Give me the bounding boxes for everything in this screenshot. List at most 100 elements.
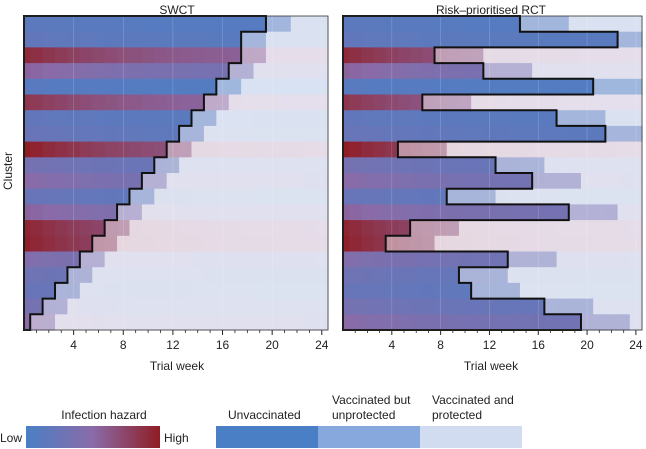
- heatmap-cell: [471, 173, 484, 190]
- heatmap-cell: [55, 47, 69, 64]
- heatmap-cell: [216, 110, 230, 127]
- heatmap-cell: [593, 267, 606, 284]
- heatmap-cell: [228, 31, 242, 48]
- heatmap-cell: [166, 235, 180, 253]
- heatmap-cell: [434, 78, 448, 96]
- heatmap-cell: [532, 188, 545, 205]
- heatmap-cell: [241, 125, 255, 143]
- heatmap-cell: [79, 314, 93, 331]
- heatmap-cell: [568, 94, 582, 111]
- heatmap-cell: [30, 125, 44, 143]
- heatmap-cell: [203, 173, 217, 190]
- heatmap-cell: [55, 251, 69, 268]
- x-tick-label: 20: [580, 338, 594, 352]
- heatmap-cell: [495, 314, 509, 331]
- heatmap-cell: [434, 220, 448, 237]
- heatmap-cell: [191, 173, 205, 190]
- heatmap-cell: [617, 267, 631, 284]
- heatmap-cell: [373, 204, 387, 221]
- heatmap-cell: [265, 251, 279, 268]
- heatmap-cell: [141, 31, 155, 48]
- heatmap-cell: [129, 235, 143, 253]
- heatmap-cell: [446, 157, 460, 174]
- heatmap-cell: [315, 110, 329, 127]
- heatmap-cell: [179, 235, 193, 253]
- heatmap-cell: [228, 298, 242, 315]
- heatmap-cell: [253, 188, 267, 205]
- heatmap-cell: [67, 141, 81, 158]
- heatmap-cell: [253, 47, 267, 64]
- heatmap-cell: [30, 47, 44, 64]
- heatmap-cell: [265, 235, 279, 253]
- heatmap-cell: [179, 94, 193, 111]
- heatmap-cell: [544, 16, 558, 33]
- heatmap-cell: [141, 157, 155, 174]
- heatmap-cell: [191, 157, 205, 174]
- heatmap-cell: [483, 63, 497, 80]
- heatmap-cell: [241, 78, 255, 96]
- heatmap-cell: [278, 220, 292, 237]
- heatmap-cell: [422, 125, 436, 143]
- heatmap-cell: [315, 125, 329, 143]
- heatmap-cell: [519, 267, 533, 284]
- heatmap-cell: [629, 16, 643, 33]
- heatmap-cell: [154, 188, 168, 205]
- heatmap-cell: [203, 78, 217, 96]
- heatmap-cell: [617, 282, 631, 300]
- heatmap-cell: [507, 94, 521, 111]
- heatmap-cell: [203, 204, 217, 221]
- heatmap-cell: [434, 251, 448, 268]
- heatmap-cell: [290, 204, 304, 221]
- heatmap-cell: [593, 251, 606, 268]
- heatmap-cell: [343, 94, 350, 111]
- heatmap-cell: [471, 220, 484, 237]
- heatmap-cell: [434, 267, 448, 284]
- heatmap-cell: [483, 220, 497, 237]
- heatmap-cell: [265, 298, 279, 315]
- heatmap-cell: [191, 110, 205, 127]
- heatmap-cell: [265, 157, 279, 174]
- heatmap-cell: [349, 63, 362, 80]
- heatmap-cell: [141, 251, 155, 268]
- heatmap-cell: [373, 282, 387, 300]
- heatmap-cell: [397, 220, 411, 237]
- heatmap-cell: [617, 204, 631, 221]
- heatmap-cell: [154, 63, 168, 80]
- heatmap-cell: [410, 16, 423, 33]
- heatmap-cell: [349, 110, 362, 127]
- heatmap-cell: [253, 157, 267, 174]
- heatmap-cell: [117, 235, 131, 253]
- heatmap-cell: [216, 173, 230, 190]
- heatmap-cell: [373, 220, 387, 237]
- heatmap-cell: [507, 141, 521, 158]
- heatmap-cell: [191, 94, 205, 111]
- heatmap-cell: [303, 267, 317, 284]
- heatmap-cell: [458, 282, 472, 300]
- heatmap-cell: [228, 204, 242, 221]
- heatmap-cell: [315, 204, 329, 221]
- heatmap-cell: [629, 314, 643, 331]
- heatmap-cell: [397, 204, 411, 221]
- heatmap-cell: [361, 47, 375, 64]
- heatmap-cell: [495, 173, 509, 190]
- heatmap-cell: [397, 78, 411, 96]
- heatmap-cell: [55, 188, 69, 205]
- heatmap-cell: [203, 141, 217, 158]
- heatmap-cell: [483, 298, 497, 315]
- heatmap-cell: [605, 188, 619, 205]
- heatmap-cell: [397, 298, 411, 315]
- heatmap-cell: [129, 47, 143, 64]
- heatmap-cell: [519, 110, 533, 127]
- heatmap-cell: [24, 235, 31, 253]
- x-tick-label: 24: [315, 338, 329, 352]
- heatmap-cell: [30, 282, 44, 300]
- heatmap-cell: [278, 141, 292, 158]
- heatmap-cell: [42, 267, 56, 284]
- heatmap-cell: [556, 220, 570, 237]
- heatmap-cell: [24, 110, 31, 127]
- heatmap-cell: [67, 94, 81, 111]
- heatmap-cell: [290, 141, 304, 158]
- heatmap-cell: [55, 94, 69, 111]
- heatmap-cell: [228, 78, 242, 96]
- heatmap-cell: [629, 157, 643, 174]
